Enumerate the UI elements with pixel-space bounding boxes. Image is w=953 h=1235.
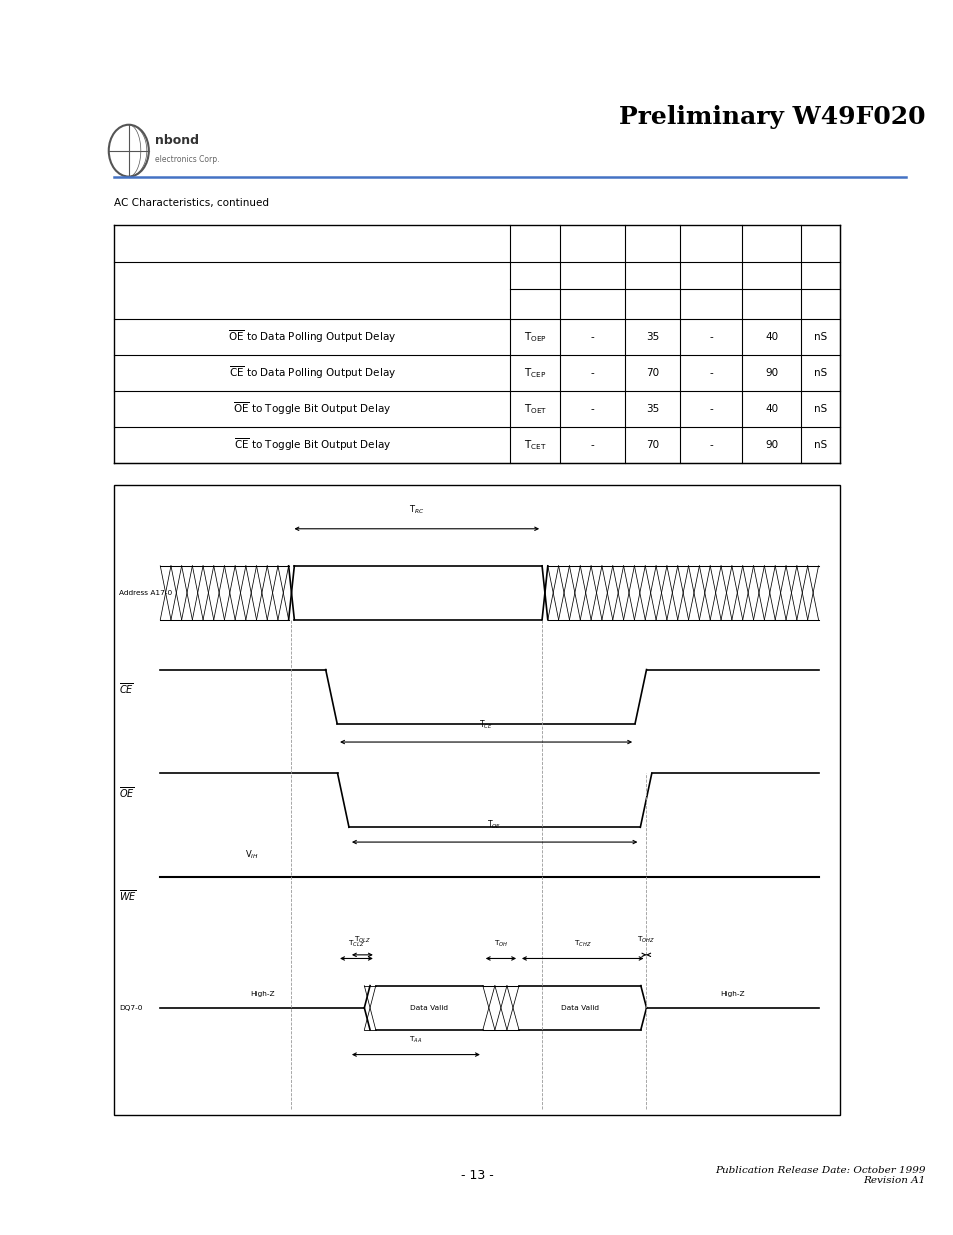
- Text: T$_{\mathrm{OET}}$: T$_{\mathrm{OET}}$: [523, 403, 546, 416]
- Text: -: -: [709, 404, 712, 414]
- Bar: [114, 485, 839, 1115]
- Text: $\overline{OE}$: $\overline{OE}$: [119, 784, 135, 799]
- Text: Preliminary W49F020: Preliminary W49F020: [618, 105, 924, 128]
- Text: -: -: [709, 440, 712, 450]
- Text: -: -: [709, 368, 712, 378]
- Text: nS: nS: [813, 440, 826, 450]
- Text: T$_{AA}$: T$_{AA}$: [409, 1035, 422, 1045]
- Text: -: -: [709, 332, 712, 342]
- Text: -: -: [590, 368, 594, 378]
- Text: 40: 40: [764, 332, 778, 342]
- Text: Address A17-0: Address A17-0: [119, 590, 172, 595]
- Text: T$_{CHZ}$: T$_{CHZ}$: [574, 939, 591, 948]
- Text: T$_{RC}$: T$_{RC}$: [409, 504, 424, 516]
- Text: T$_{CE}$: T$_{CE}$: [478, 719, 493, 731]
- Text: T$_{OLZ}$: T$_{OLZ}$: [354, 935, 371, 945]
- Text: 90: 90: [764, 368, 778, 378]
- Text: nS: nS: [813, 404, 826, 414]
- Text: Publication Release Date: October 1999
Revision A1: Publication Release Date: October 1999 R…: [714, 1166, 924, 1186]
- Text: T$_{OH}$: T$_{OH}$: [494, 939, 508, 948]
- Text: -: -: [590, 404, 594, 414]
- Text: electronics Corp.: electronics Corp.: [154, 154, 219, 164]
- Text: nS: nS: [813, 368, 826, 378]
- Text: T$_{\mathrm{OEP}}$: T$_{\mathrm{OEP}}$: [523, 330, 546, 343]
- Text: V$_{IH}$: V$_{IH}$: [245, 848, 258, 861]
- Text: 35: 35: [645, 332, 659, 342]
- Text: 70: 70: [645, 440, 659, 450]
- Text: $\overline{\mathrm{CE}}$ to Toggle Bit Output Delay: $\overline{\mathrm{CE}}$ to Toggle Bit O…: [233, 437, 391, 453]
- Text: High-Z: High-Z: [720, 990, 744, 997]
- Text: $\overline{CE}$: $\overline{CE}$: [119, 680, 134, 695]
- Text: 70: 70: [645, 368, 659, 378]
- Text: AC Characteristics, continued: AC Characteristics, continued: [114, 198, 269, 207]
- Text: $\overline{WE}$: $\overline{WE}$: [119, 888, 137, 903]
- Text: Data Valid: Data Valid: [560, 1005, 598, 1010]
- Text: 40: 40: [764, 404, 778, 414]
- Text: nS: nS: [813, 332, 826, 342]
- Text: -: -: [590, 440, 594, 450]
- Text: -: -: [590, 332, 594, 342]
- Text: $\overline{\mathrm{CE}}$ to Data Polling Output Delay: $\overline{\mathrm{CE}}$ to Data Polling…: [229, 364, 395, 382]
- Text: 35: 35: [645, 404, 659, 414]
- Text: - 13 -: - 13 -: [460, 1170, 493, 1182]
- Text: T$_{OE}$: T$_{OE}$: [487, 819, 501, 831]
- Text: DQ7-0: DQ7-0: [119, 1005, 143, 1010]
- Text: High-Z: High-Z: [250, 990, 274, 997]
- Text: Data Valid: Data Valid: [410, 1005, 448, 1010]
- Text: $\overline{\mathrm{OE}}$ to Toggle Bit Output Delay: $\overline{\mathrm{OE}}$ to Toggle Bit O…: [233, 400, 391, 417]
- Text: $\overline{\mathrm{OE}}$ to Data Polling Output Delay: $\overline{\mathrm{OE}}$ to Data Polling…: [228, 329, 396, 345]
- Text: T$_{\mathrm{CEP}}$: T$_{\mathrm{CEP}}$: [523, 366, 546, 379]
- Text: 90: 90: [764, 440, 778, 450]
- Text: T$_{CLZ}$: T$_{CLZ}$: [348, 939, 364, 948]
- Text: T$_{\mathrm{CET}}$: T$_{\mathrm{CET}}$: [523, 438, 546, 452]
- Text: T$_{OHZ}$: T$_{OHZ}$: [637, 935, 655, 945]
- Text: nbond: nbond: [154, 135, 198, 147]
